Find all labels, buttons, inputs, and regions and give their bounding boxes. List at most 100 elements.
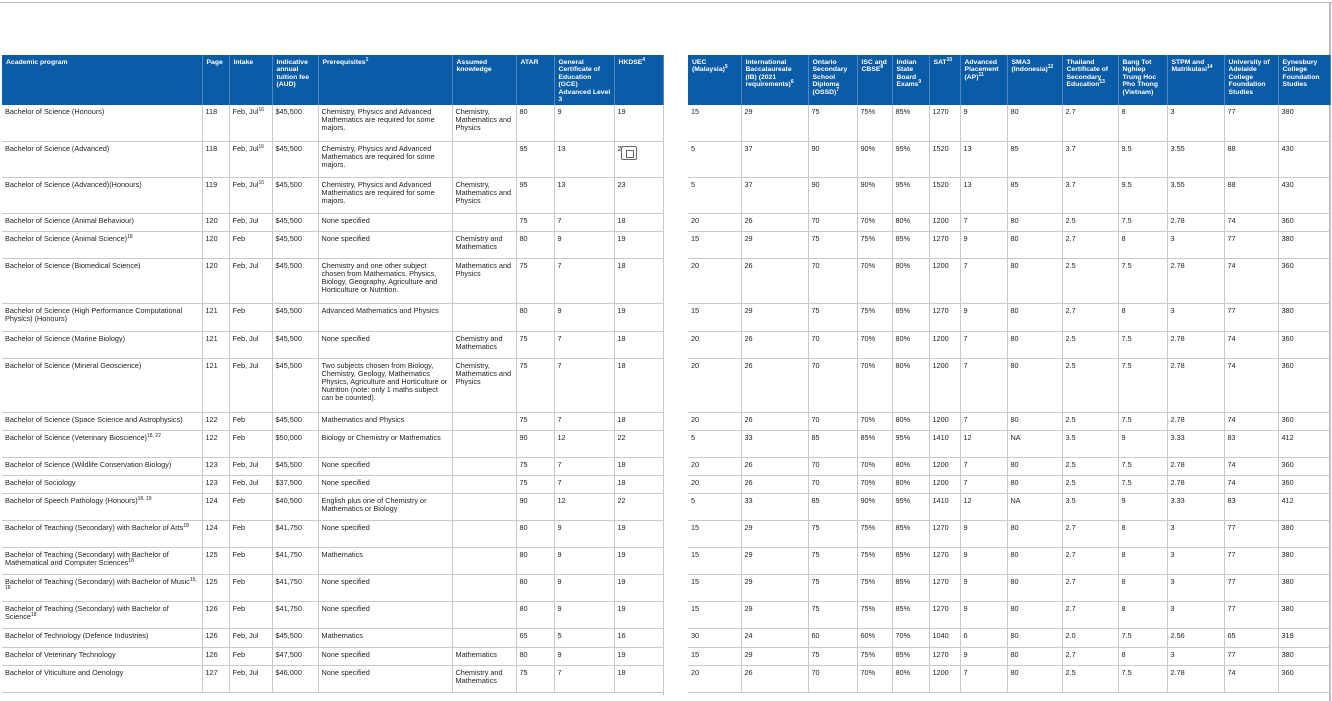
table-cell: 74: [1224, 665, 1279, 693]
cell-text: 380: [1281, 233, 1294, 243]
cell-text: 65: [519, 630, 528, 640]
footnote-ref: 18, 22: [146, 432, 161, 439]
table-cell: 75: [808, 105, 858, 142]
cell-text: Bachelor of Science (Animal Behaviour): [5, 215, 134, 225]
table-cell: 9: [960, 303, 1008, 332]
cell-text: 75: [811, 305, 820, 315]
cell-text: 7: [963, 477, 968, 487]
cell-text: 8: [1121, 522, 1126, 532]
table-cell: 7: [960, 475, 1008, 494]
table-cell: Bachelor of Science (Mineral Geoscience): [2, 358, 203, 413]
table-cell: 26: [741, 331, 809, 359]
table-cell: None specified: [318, 475, 453, 494]
table-cell: Chemistry and Mathematics: [452, 665, 517, 693]
table-cell: 2.7: [1062, 231, 1119, 259]
table-cell: 7: [960, 213, 1008, 232]
table-cell: 3.55: [1167, 141, 1225, 178]
cell-text: None specified: [321, 477, 370, 487]
table-row: 20 26 70 70% 80% 1200 7 80 2.5 7.5 2.78 74 360: [688, 213, 1331, 232]
cell-text: 80: [1010, 215, 1019, 225]
cell-text: 9.5: [1121, 143, 1132, 153]
table-cell: 3.7: [1062, 141, 1119, 178]
table-cell: $46,000: [272, 665, 319, 693]
cell-text: Bachelor of Science (Advanced): [5, 143, 110, 153]
table-cell: 75: [808, 231, 858, 259]
cell-text: 2.78: [1170, 667, 1185, 677]
cell-text: 124: [205, 522, 218, 532]
cell-text: 360: [1281, 459, 1294, 469]
table-cell: 7: [554, 331, 615, 359]
cell-text: 9: [557, 603, 562, 613]
table-cell: [452, 547, 517, 575]
cell-text: 2.7: [1065, 603, 1076, 613]
table-cell: 70%: [857, 258, 893, 304]
table-cell: 2.7: [1062, 547, 1119, 575]
table-cell: 80: [1007, 647, 1063, 666]
cell-text: 80: [1010, 667, 1019, 677]
table-cell: 118: [202, 141, 230, 178]
table-cell: Mathematics: [318, 628, 453, 648]
table-cell: None specified: [318, 457, 453, 476]
table-cell: 13: [554, 141, 615, 178]
cell-text: 7: [557, 260, 562, 270]
table-cell: 80: [1007, 665, 1063, 693]
table-cell: 9.5: [1118, 177, 1168, 214]
cell-text: 6: [963, 630, 968, 640]
table-cell: 85%: [892, 547, 930, 575]
cell-text: 9: [557, 549, 562, 559]
table-cell: 80%: [892, 258, 930, 304]
table-cell: 3: [1167, 105, 1225, 142]
table-cell: 90: [808, 141, 858, 178]
cell-text: 95%: [895, 495, 911, 505]
cell-text: 360: [1281, 477, 1294, 487]
table-cell: Two subjects chosen from Biology, Chemis…: [318, 358, 453, 413]
table-cell: 29: [741, 547, 809, 575]
table-cell: 118: [202, 105, 230, 142]
cell-text: None specified: [321, 233, 370, 243]
table-cell: 80: [516, 105, 555, 142]
table-cell: 380: [1278, 601, 1331, 629]
table-cell: 124: [202, 520, 230, 548]
cell-text: 18: [617, 215, 626, 225]
table-cell: 412: [1278, 493, 1331, 521]
cell-text: 80: [1010, 414, 1019, 424]
table-cell: 60%: [857, 628, 893, 648]
cell-text: 12: [963, 432, 972, 442]
cell-text: 80: [1010, 260, 1019, 270]
cell-text: $45,500: [275, 143, 302, 153]
cell-text: 7.5: [1121, 414, 1132, 424]
table-row: 20 26 70 70% 80% 1200 7 80 2.5 7.5 2.78 74 360: [688, 475, 1331, 494]
cell-text: Feb, Jul: [232, 459, 259, 469]
table-cell: 360: [1278, 258, 1331, 304]
table-cell: 2.5: [1062, 331, 1119, 359]
table-cell: 15: [688, 231, 742, 259]
cell-text: 80: [519, 522, 528, 532]
table-cell: None specified: [318, 601, 453, 629]
cell-text: 70%: [860, 414, 876, 424]
table-cell: Chemistry, Mathematics and Physics: [452, 358, 517, 413]
cell-text: 15: [691, 649, 700, 659]
cell-text: 7: [963, 667, 968, 677]
table-cell: 1200: [929, 258, 961, 304]
table-cell: 380: [1278, 105, 1331, 142]
cell-text: 125: [205, 549, 218, 559]
table-cell: 26: [741, 457, 809, 476]
cell-text: ISC and CBSE: [861, 59, 887, 74]
cell-text: Feb, Jul: [232, 360, 259, 370]
table-cell: 75: [516, 213, 555, 232]
cell-text: 3: [1170, 549, 1175, 559]
cell-text: 75%: [860, 107, 876, 116]
table-row: Bachelor of Science (Mineral Geoscience)…: [2, 358, 664, 413]
table-cell: 9: [1118, 493, 1168, 521]
cell-text: 3.5: [1065, 495, 1076, 505]
table-cell: 9: [960, 231, 1008, 259]
cell-text: 7: [963, 260, 968, 270]
cell-text: 2.78: [1170, 459, 1185, 469]
table-cell: 8: [1118, 574, 1168, 602]
table-cell: 2.7: [1062, 574, 1119, 602]
table-cell: $45,500: [272, 231, 319, 259]
table-cell: 29: [741, 601, 809, 629]
cell-text: 37: [744, 179, 753, 189]
cell-text: 1520: [932, 143, 949, 153]
table-cell: 80%: [892, 213, 930, 232]
